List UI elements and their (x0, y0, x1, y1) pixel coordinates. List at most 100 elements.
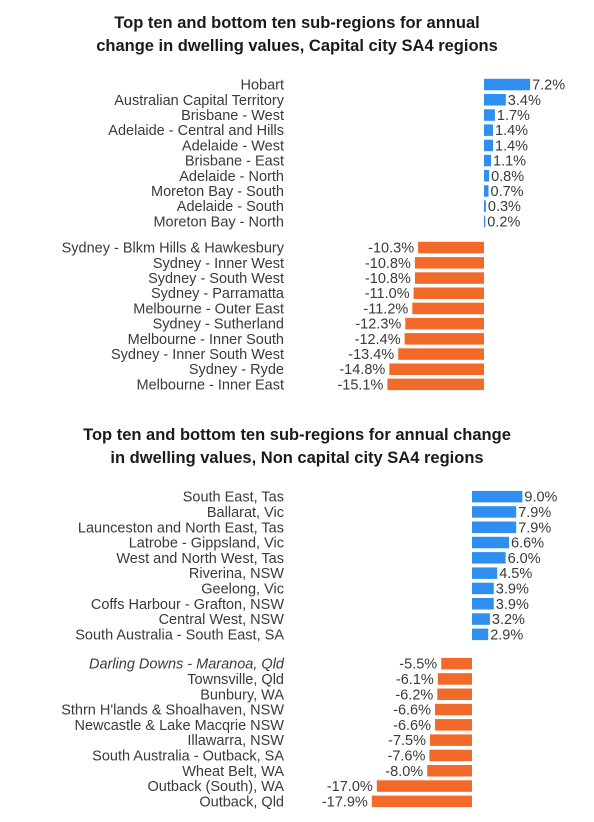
data-label: 4.5% (499, 566, 532, 582)
bar-group-top: South East, Tas 9.0% Ballarat, Vic 7.9% Laun… (75, 490, 557, 644)
data-label: -6.6% (393, 718, 431, 734)
bar (472, 567, 498, 579)
chart-2: Top ten and bottom ten sub-regions for a… (61, 426, 557, 810)
bar (484, 154, 491, 167)
bar (472, 598, 494, 610)
bar (398, 348, 484, 360)
category-label: South East, Tas (183, 490, 284, 506)
category-label: West and North West, Tas (116, 551, 284, 567)
bar-group-bottom: Sydney - Blkm Hills & Hawkesbury -10.3% Sy… (62, 241, 484, 393)
category-label: Outback, Qld (199, 794, 284, 810)
data-label: 7.9% (518, 520, 551, 536)
bar (472, 613, 490, 625)
data-label: -8.0% (385, 764, 423, 780)
data-label: 1.7% (497, 108, 530, 124)
category-label: Launceston and North East, Tas (78, 520, 284, 536)
category-label: Sydney - South West (148, 271, 284, 287)
bar (484, 170, 490, 182)
category-label: Outback (South), WA (148, 779, 285, 795)
data-label: -7.6% (388, 748, 426, 764)
category-label: Bunbury, WA (200, 687, 284, 703)
data-label: 0.3% (488, 199, 521, 215)
category-label: Sydney - Inner South West (111, 347, 284, 363)
chart-title: Top ten and bottom ten sub-regions for a… (83, 426, 511, 467)
category-label: Sydney - Blkm Hills & Hawkesbury (62, 241, 285, 257)
bar (413, 287, 484, 299)
bar (484, 200, 486, 212)
bar (429, 749, 472, 762)
data-label: 1.1% (493, 154, 526, 170)
bar (371, 795, 472, 808)
bar (484, 139, 493, 152)
bar (441, 657, 472, 670)
bar-group-bottom: Darling Downs - Maranoa, Qld -5.5% Townsvi… (61, 657, 472, 810)
category-label: Brisbane - West (181, 108, 284, 124)
data-label: -7.5% (388, 733, 426, 749)
bar (376, 780, 472, 792)
bar (484, 78, 531, 91)
bar (435, 703, 472, 716)
bar (387, 378, 484, 391)
bar-group-top: Hobart 7.2% Australian Capital Territory 3.… (108, 78, 565, 231)
bar (472, 552, 506, 564)
bar (484, 94, 506, 106)
data-label: 0.7% (491, 184, 524, 200)
category-label: Ballarat, Vic (207, 505, 284, 521)
category-label: Moreton Bay - North (153, 214, 284, 230)
data-label: -12.3% (355, 317, 401, 333)
category-label: Latrobe - Gippsland, Vic (129, 536, 284, 552)
category-label: Riverina, NSW (189, 566, 284, 582)
category-label: Wheat Belt, WA (182, 764, 284, 780)
bar (472, 490, 523, 503)
bar (484, 185, 489, 197)
data-label: 6.6% (511, 536, 544, 552)
category-label: Melbourne - Inner South (128, 332, 284, 348)
data-label: -13.4% (348, 347, 394, 363)
data-label: 3.4% (508, 93, 541, 109)
category-label: Sydney - Sutherland (153, 317, 284, 333)
chart-title: Top ten and bottom ten sub-regions for a… (96, 14, 498, 55)
bar (435, 719, 472, 731)
category-label: Adelaide - South (177, 199, 284, 215)
data-label: -10.3% (368, 241, 414, 257)
data-label: -12.4% (355, 332, 401, 348)
data-label: -15.1% (337, 377, 383, 393)
category-label: South Australia - Outback, SA (92, 748, 284, 764)
bar (405, 317, 484, 330)
category-label: Hobart (240, 78, 284, 94)
category-label: Adelaide - West (182, 138, 284, 154)
category-label: Newcastle & Lake Macqrie NSW (74, 718, 284, 734)
data-label: 6.0% (508, 551, 541, 567)
data-label: -10.8% (365, 271, 411, 287)
data-label: 2.9% (490, 627, 523, 643)
bar (389, 363, 484, 375)
bar (414, 257, 484, 269)
data-label: -17.9% (322, 794, 368, 810)
data-label: 0.8% (491, 169, 524, 185)
category-label: Coffs Harbour - Grafton, NSW (91, 597, 284, 613)
category-label: Sthrn H'lands & Shoalhaven, NSW (61, 703, 284, 719)
data-label: -14.8% (339, 362, 385, 378)
category-label: Central West, NSW (159, 612, 285, 628)
bar (430, 734, 472, 746)
data-label: 1.4% (495, 138, 528, 154)
data-label: 9.0% (524, 490, 557, 506)
bar (484, 109, 495, 121)
bar (427, 765, 472, 777)
bar (418, 241, 484, 254)
bar (472, 521, 517, 533)
bar (472, 536, 509, 549)
category-label: Sydney - Inner West (153, 256, 284, 272)
category-label: Melbourne - Inner East (137, 377, 285, 393)
category-label: Adelaide - North (179, 169, 284, 185)
bar (404, 333, 484, 345)
bar (437, 688, 472, 700)
data-label: -5.5% (399, 657, 437, 673)
bar (472, 506, 517, 518)
bar (484, 124, 493, 136)
data-label: -6.1% (396, 672, 434, 688)
bar (472, 628, 489, 641)
bar (472, 582, 494, 595)
data-label: -6.6% (393, 703, 431, 719)
